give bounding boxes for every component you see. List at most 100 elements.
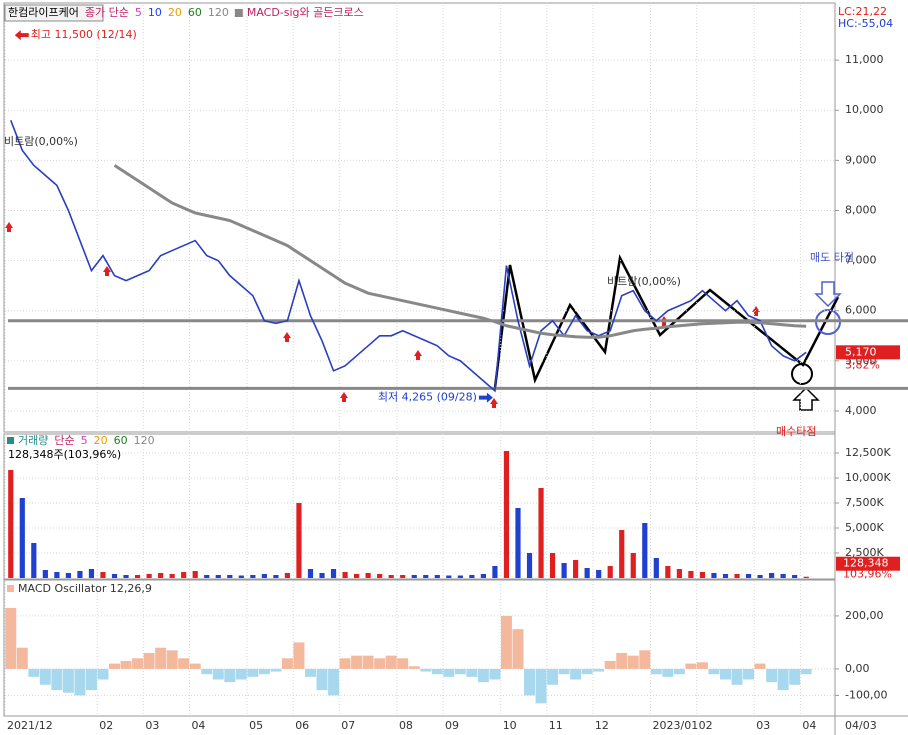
y-tick-label: 8,000 xyxy=(845,203,877,216)
bar xyxy=(515,508,521,578)
legend-item: 5 xyxy=(81,434,88,447)
title-box xyxy=(4,4,104,22)
bar xyxy=(270,668,282,672)
buy-arrow xyxy=(792,386,820,411)
bar xyxy=(792,575,798,578)
buy-point-label: 매수타점 xyxy=(776,425,816,438)
bar xyxy=(77,571,83,578)
bar xyxy=(201,668,213,675)
bar xyxy=(258,668,270,675)
bar xyxy=(273,575,279,578)
bar xyxy=(120,660,132,669)
bar xyxy=(330,569,337,578)
bar xyxy=(123,575,129,578)
bar xyxy=(374,658,386,669)
high-arrow xyxy=(14,30,29,41)
bar xyxy=(307,569,314,578)
bar xyxy=(480,574,486,578)
y-tick-label: 4,000 xyxy=(845,404,877,417)
bar xyxy=(743,668,755,680)
bar xyxy=(593,668,605,672)
bar xyxy=(365,573,371,578)
bar xyxy=(469,575,475,578)
legend-item: 60 xyxy=(188,6,202,19)
last-ratio-label: 103,96% xyxy=(843,568,892,581)
bar xyxy=(619,530,625,578)
bar xyxy=(492,566,498,578)
bar xyxy=(699,572,706,578)
bar xyxy=(734,574,740,578)
bar xyxy=(627,655,639,669)
indicator-label: 종가 단순 xyxy=(85,6,129,19)
bar xyxy=(42,570,48,578)
x-tick-label: 06 xyxy=(295,719,309,732)
bar xyxy=(215,575,221,578)
bar xyxy=(189,663,201,669)
signal-label: MACD-sig와 골든크로스 xyxy=(247,6,364,19)
bar xyxy=(132,658,144,669)
low-label: 최저 4,265 (09/28) xyxy=(378,391,477,404)
bar xyxy=(731,668,743,685)
bar xyxy=(596,570,602,578)
x-tick-label: 05 xyxy=(249,719,263,732)
bar xyxy=(305,668,316,677)
zigzag xyxy=(493,254,840,389)
sell-point-label: 매도 타점 xyxy=(810,251,854,264)
y-tick-label: 5,000K xyxy=(845,521,884,534)
volume-ma-label: 단순 xyxy=(54,434,74,447)
bar xyxy=(443,668,455,677)
bar xyxy=(88,569,95,578)
bar xyxy=(607,566,613,578)
x-tick-label: 12 xyxy=(595,719,609,732)
bar xyxy=(224,668,236,683)
bar xyxy=(28,668,40,677)
x-tick-label: 07 xyxy=(341,719,355,732)
last-price-box xyxy=(836,345,900,360)
price-line xyxy=(10,119,807,393)
bar xyxy=(549,553,556,578)
bar xyxy=(143,653,155,669)
bar xyxy=(711,573,717,578)
bar xyxy=(316,668,328,691)
x-tick-label: 10 xyxy=(503,719,517,732)
last-volume-label: 128,348 xyxy=(843,557,889,570)
legend-item: 120 xyxy=(208,6,229,19)
bar xyxy=(411,575,417,578)
bar xyxy=(745,574,752,578)
bar xyxy=(547,668,559,685)
current-date-label: 04/03 xyxy=(845,719,877,732)
bar xyxy=(51,668,63,691)
bar xyxy=(97,668,109,680)
y-tick-label: 6,000 xyxy=(845,304,877,317)
legend-item: 5 xyxy=(135,6,142,19)
bar xyxy=(581,668,593,675)
x-tick-label: 04 xyxy=(802,719,816,732)
bar xyxy=(708,668,720,675)
bar xyxy=(342,572,348,578)
bar xyxy=(766,668,778,683)
bar xyxy=(423,575,429,578)
bar xyxy=(800,668,812,675)
buy-circle xyxy=(791,363,813,385)
bar xyxy=(500,615,512,669)
bar xyxy=(54,572,60,578)
bar xyxy=(74,668,86,696)
bar xyxy=(665,566,671,578)
change-label: 3,82% xyxy=(845,358,880,371)
bar xyxy=(454,668,466,675)
bar xyxy=(570,668,582,680)
bar xyxy=(31,543,37,578)
bar xyxy=(296,503,302,578)
bar xyxy=(408,666,420,669)
bar xyxy=(431,668,443,675)
chart-title: 한컴라이프케어 xyxy=(8,6,79,19)
bar xyxy=(685,663,697,669)
bar xyxy=(377,574,383,578)
bar xyxy=(789,668,801,685)
bar xyxy=(653,558,659,578)
bar xyxy=(573,560,579,578)
bar xyxy=(604,660,616,669)
bar xyxy=(134,575,141,578)
bar xyxy=(434,575,440,578)
